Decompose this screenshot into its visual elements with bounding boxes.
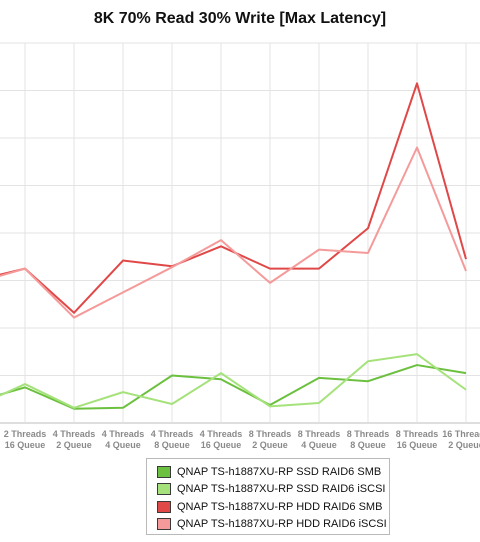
legend-item[interactable]: QNAP TS-h1887XU-RP SSD RAID6 SMB <box>157 463 389 481</box>
legend: QNAP TS-h1887XU-RP SSD RAID6 SMB QNAP TS… <box>146 458 390 535</box>
legend-swatch <box>157 483 171 496</box>
grid <box>0 42 480 424</box>
chart-title: 8K 70% Read 30% Write [Max Latency] <box>94 10 386 27</box>
x-tick-label: 8 Threads 2 Queue <box>249 429 292 450</box>
x-tick-label: 8 Threads 4 Queue <box>298 429 341 450</box>
x-tick-label: 4 Threads 4 Queue <box>102 429 145 450</box>
x-tick-label: 8 Threads 8 Queue <box>347 429 390 450</box>
x-tick-label: 4 Threads 8 Queue <box>151 429 194 450</box>
x-tick-label: 2 Threads 16 Queue <box>4 429 47 450</box>
legend-label: QNAP TS-h1887XU-RP HDD RAID6 SMB <box>177 500 383 513</box>
legend-label: QNAP TS-h1887XU-RP HDD RAID6 iSCSI <box>177 518 387 531</box>
series-lines <box>0 82 467 410</box>
series-line-2[interactable] <box>0 82 467 314</box>
legend-item[interactable]: QNAP TS-h1887XU-RP SSD RAID6 iSCSI <box>157 481 389 499</box>
series-line-1[interactable] <box>0 353 467 409</box>
legend-swatch <box>157 500 171 513</box>
legend-label: QNAP TS-h1887XU-RP SSD RAID6 iSCSI <box>177 483 386 496</box>
legend-swatch <box>157 465 171 478</box>
legend-swatch <box>157 518 171 531</box>
x-tick-label: 4 Threads 2 Queue <box>53 429 96 450</box>
legend-item[interactable]: QNAP TS-h1887XU-RP HDD RAID6 iSCSI <box>157 516 389 534</box>
series-line-3[interactable] <box>0 146 467 319</box>
x-tick-label: 4 Threads 16 Queue <box>200 429 243 450</box>
legend-item[interactable]: QNAP TS-h1887XU-RP HDD RAID6 SMB <box>157 498 389 516</box>
legend-label: QNAP TS-h1887XU-RP SSD RAID6 SMB <box>177 465 382 478</box>
x-tick-label: 8 Threads 16 Queue <box>396 429 439 450</box>
series-line-0[interactable] <box>0 364 467 410</box>
